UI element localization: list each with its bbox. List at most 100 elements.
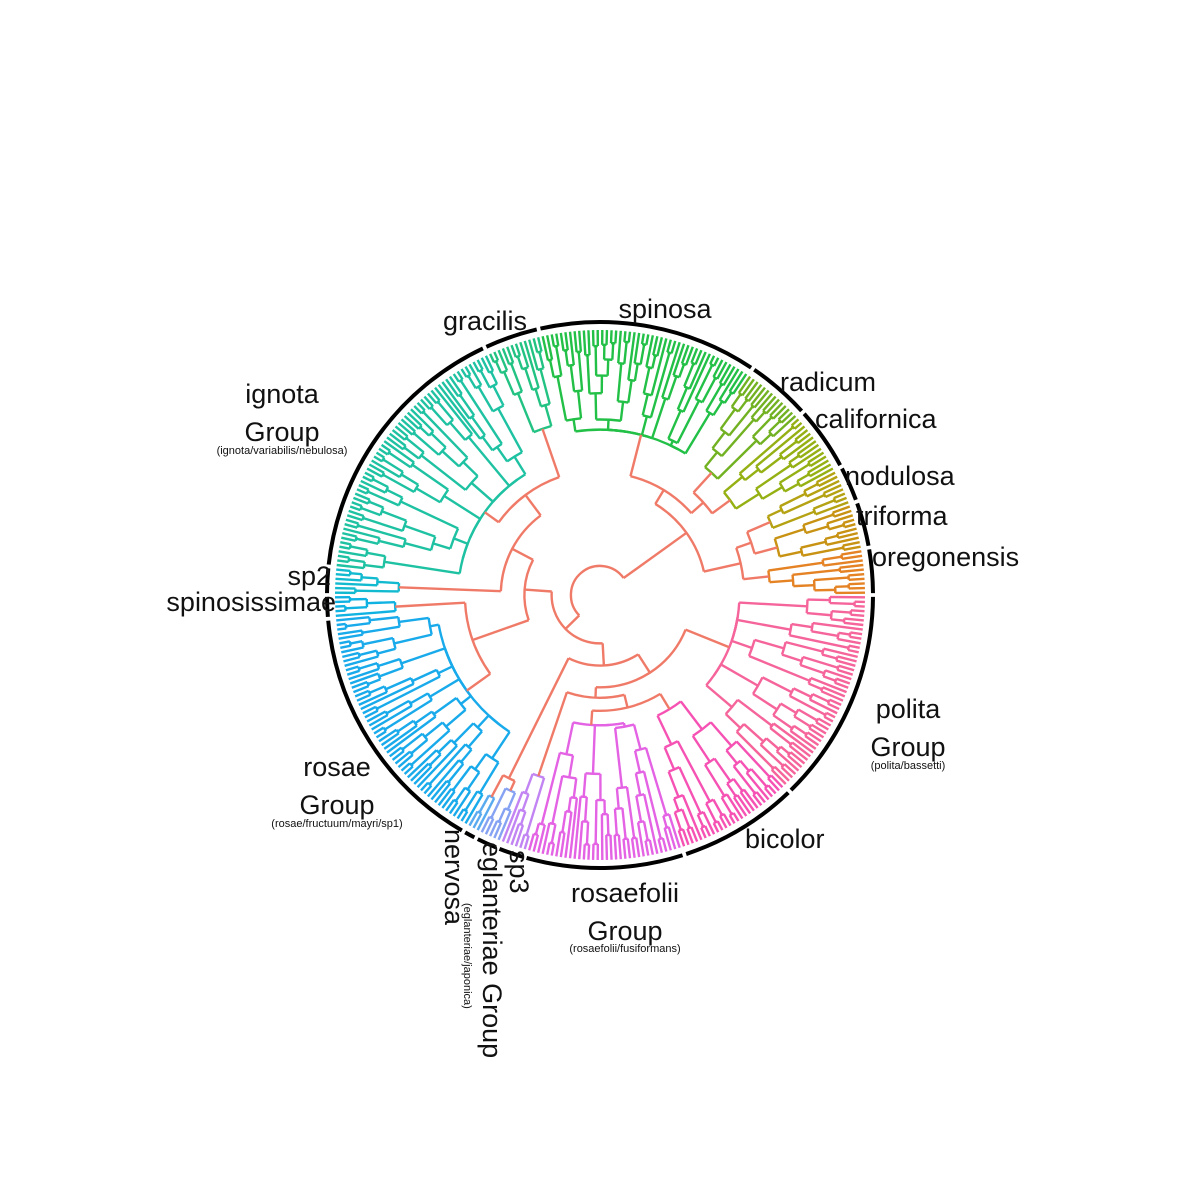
branch-arc [724,699,739,715]
branch-arc [374,706,379,712]
branch [789,751,806,765]
branch-arc [628,378,636,382]
branch [401,732,424,751]
branch [813,576,849,582]
branch [613,727,624,788]
branch [586,355,591,394]
branch [700,827,707,839]
branch [386,715,437,754]
branch-arc [762,409,768,415]
branch [716,361,728,380]
branch [716,439,758,480]
branch [470,481,494,503]
branch [712,798,723,816]
branch [732,778,744,792]
branch [772,415,797,438]
branch-arc [562,774,577,780]
branch [830,618,845,622]
branch [828,523,845,531]
branch [838,664,855,672]
branch [389,432,407,447]
branch [614,330,618,344]
backbone-branch [507,657,570,779]
branch [429,623,439,628]
branch [410,738,429,755]
branch [550,824,557,844]
branch [344,655,379,667]
branch [358,661,378,670]
branch [822,686,846,698]
branch [524,367,534,391]
branch [833,509,852,518]
branch-arc [657,700,682,717]
branch [842,518,855,525]
branch [747,384,763,402]
branch [539,368,551,405]
branch [340,644,351,650]
branch [350,545,368,551]
branch [809,463,832,478]
branch [849,635,862,640]
branch [713,357,720,367]
branch-arc [365,489,370,495]
branch [356,693,371,702]
branch [684,412,711,455]
branch [534,388,543,407]
branch-arc [479,434,486,440]
branch [834,681,849,689]
branch-arc [796,480,802,487]
branch-arc [755,488,764,500]
branch-arc [615,723,635,730]
branch [403,765,414,775]
branch [642,821,649,841]
branch [573,796,582,859]
branch [634,773,642,796]
branch [661,837,668,852]
label-californica: californica [815,404,937,434]
branch [848,573,865,577]
clade-bracket-nodulosa [840,467,858,501]
branch [681,828,690,846]
branch [453,722,475,744]
branch [650,398,667,439]
branch [737,375,752,394]
branch-arc [492,404,505,413]
branch [405,437,425,454]
clade-bracket-eglanteriae [476,837,497,850]
branch [806,731,822,743]
branch [490,371,499,385]
branch [627,331,632,343]
branch [720,796,733,815]
branch [755,464,792,490]
branch [720,663,759,687]
branch [815,501,849,516]
branch-arc [812,508,817,515]
branch [456,808,465,820]
branch [366,710,387,723]
branch-arc [567,363,574,367]
branch [338,633,363,640]
branch [494,360,503,374]
branch [772,510,816,529]
branch [352,496,369,505]
backbone-branch [395,601,466,608]
branch [768,420,781,433]
branch [850,631,863,636]
branch [541,822,551,854]
branch [583,796,588,822]
branch [826,514,854,525]
branch [761,676,793,694]
branch [582,844,586,860]
branch [779,463,810,484]
branch [808,682,823,691]
branch-arc [348,641,352,646]
backbone-branch [511,547,534,561]
branch [737,399,748,413]
branch [802,655,839,669]
branch [380,443,391,452]
branch [545,335,554,360]
branch [815,721,829,731]
backbone-arc [592,692,661,713]
branch [406,411,423,427]
branch-arc [652,353,658,358]
